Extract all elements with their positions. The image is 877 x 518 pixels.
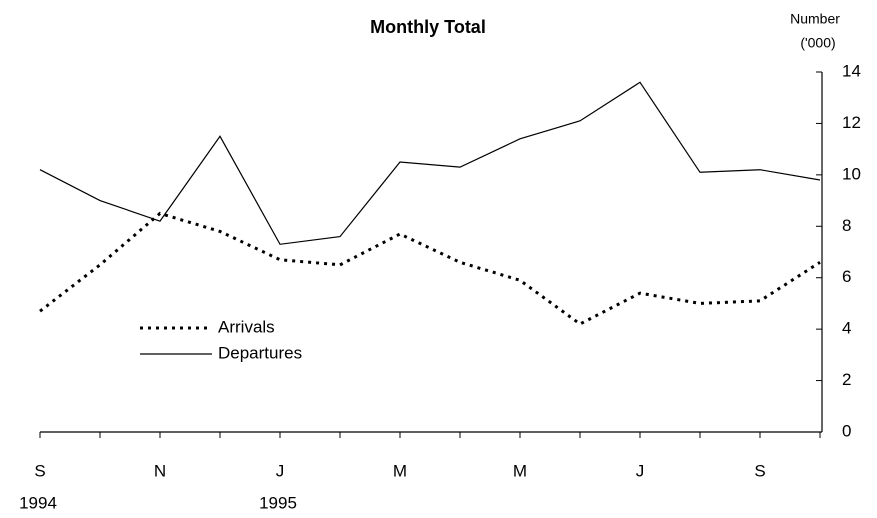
x-tick-label: S [754, 461, 765, 480]
y-axis-label: Number [790, 11, 840, 27]
chart-title: Monthly Total [370, 17, 486, 37]
series-line [39, 211, 821, 326]
y-tick-label: 12 [842, 113, 861, 132]
y-tick-label: 10 [842, 164, 861, 183]
year-label: 1994 [19, 493, 57, 512]
x-tick-label: M [513, 461, 527, 480]
x-tick-label: N [154, 461, 166, 480]
y-tick-label: 8 [842, 216, 851, 235]
y-tick-label: 14 [842, 61, 861, 80]
legend-label: Arrivals [218, 317, 275, 336]
x-tick-label: S [34, 461, 45, 480]
y-tick-label: 2 [842, 370, 851, 389]
legend-label: Departures [218, 343, 302, 362]
y-tick-label: 6 [842, 267, 851, 286]
x-tick-label: M [393, 461, 407, 480]
y-tick-label: 4 [842, 319, 851, 338]
x-tick-label: J [276, 461, 285, 480]
series-line [39, 81, 821, 245]
y-tick-label: 0 [842, 421, 851, 440]
year-label: 1995 [259, 493, 297, 512]
y-axis-label: ('000) [800, 35, 835, 51]
x-tick-label: J [636, 461, 645, 480]
